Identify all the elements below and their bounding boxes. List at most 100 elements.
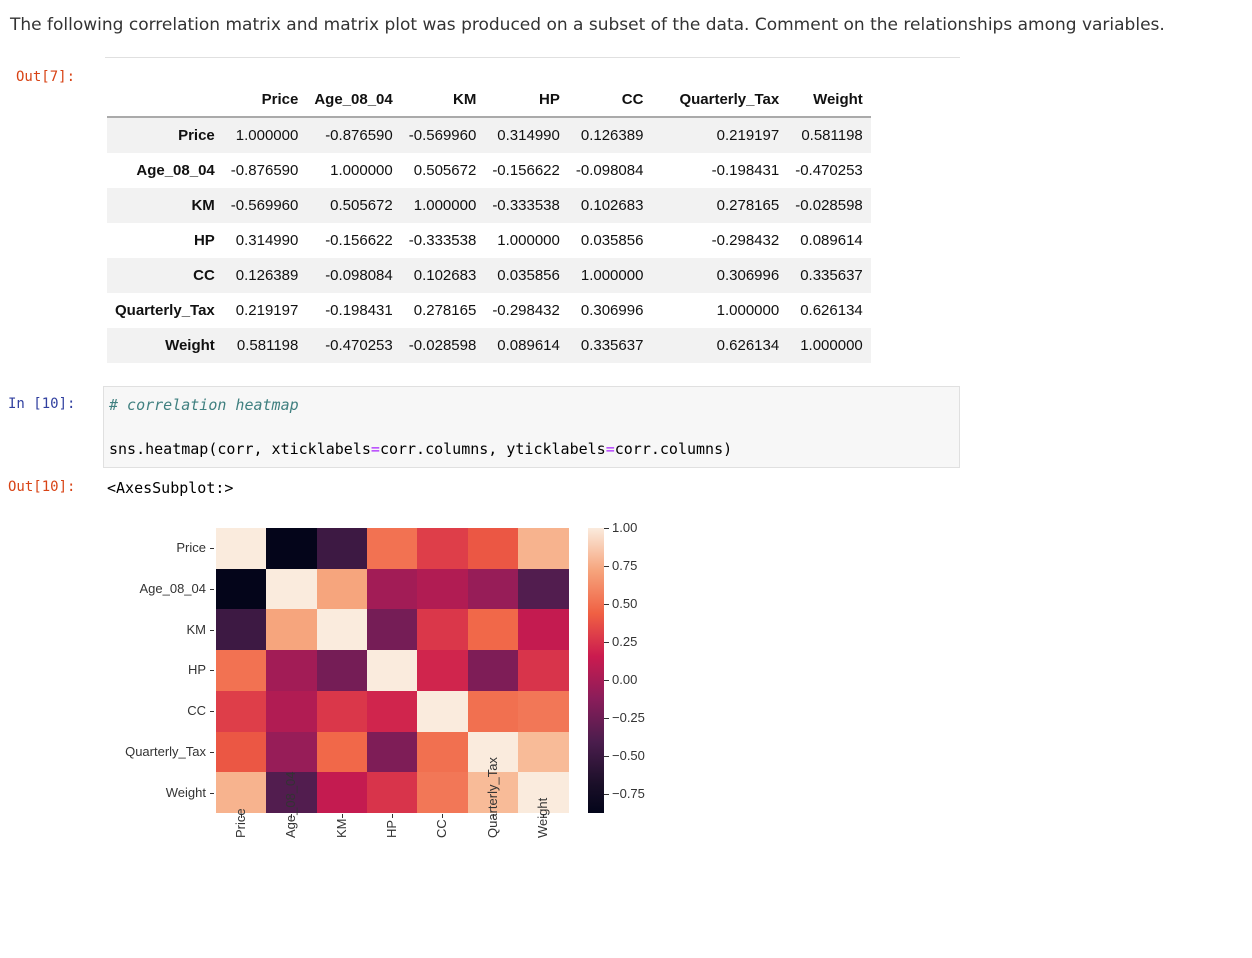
heatmap-cell (216, 731, 267, 773)
table-cell: 1.000000 (580, 267, 644, 284)
table-cell: 0.219197 (716, 127, 780, 144)
y-tick (210, 629, 214, 631)
heatmap-cell (316, 528, 368, 570)
row-label: Quarterly_Tax (115, 302, 215, 319)
heatmap-cell (517, 772, 569, 814)
table-row: KM -0.569960 0.505672 1.000000 -0.333538 0.10… (107, 188, 871, 223)
code-cell[interactable]: # correlation heatmap sns.heatmap(corr, … (103, 386, 960, 468)
table-cell: 0.314990 (497, 127, 560, 144)
column-header: Quarterly_Tax (651, 82, 788, 118)
y-tick-label: Price (176, 540, 206, 556)
column-header: Weight (787, 82, 871, 118)
colorbar-tick-label: 0.75 (612, 557, 638, 573)
heatmap-cell (467, 690, 519, 732)
x-tick-label: Price (233, 808, 249, 838)
heatmap-cell (417, 772, 468, 814)
heatmap-cell (366, 690, 418, 732)
heatmap-cell (467, 609, 519, 651)
code-part-3: corr.columns) (614, 440, 733, 458)
heatmap-cell (366, 650, 418, 692)
heatmap-cell (467, 528, 519, 570)
heatmap-cell (417, 568, 468, 610)
heatmap-cell (316, 690, 368, 732)
table-cell: -0.156622 (325, 232, 393, 249)
row-label: KM (191, 197, 215, 214)
table-cell: -0.298432 (492, 302, 560, 319)
table-cell: 0.505672 (330, 197, 393, 214)
colorbar-tick-label: 1.00 (612, 520, 638, 535)
colorbar-tick (604, 528, 609, 529)
heatmap-cell (316, 772, 368, 814)
table-cell: -0.298432 (711, 232, 780, 249)
x-tick-label: KM (333, 818, 349, 838)
out10-prompt: Out[10]: (8, 479, 76, 495)
table-cell: -0.470253 (795, 162, 863, 179)
table-cell: 0.306996 (580, 302, 644, 319)
code-eq-1: = (370, 440, 380, 458)
table-cell: -0.028598 (795, 197, 863, 214)
correlation-table: Price Age_08_04 KM HP CC Quarterly_Tax Weight … (107, 82, 871, 363)
heatmap-cell (316, 568, 368, 610)
table-row: Quarterly_Tax 0.219197 -0.198431 0.278165 -0… (107, 293, 871, 328)
table-cell: -0.098084 (325, 267, 393, 284)
table-cell: 0.626134 (716, 337, 780, 354)
row-label: CC (193, 267, 215, 284)
heatmap-cell (366, 568, 418, 610)
colorbar-tick (604, 679, 609, 681)
heatmap-cell (216, 690, 267, 732)
y-tick-label: CC (187, 703, 206, 719)
column-header: HP (484, 82, 568, 118)
y-tick-label: Weight (165, 784, 206, 800)
heatmap-cell (216, 772, 267, 814)
heatmap-cell (417, 731, 468, 773)
table-row: Price 1.000000 -0.876590 -0.569960 0.314990 0… (107, 117, 871, 153)
table-cell: 0.126389 (235, 267, 299, 284)
column-header: CC (567, 82, 652, 118)
table-row: CC 0.126389 -0.098084 0.102683 0.035856 1.000… (107, 258, 871, 293)
table-cell: 0.089614 (497, 337, 560, 354)
heatmap-cell (517, 731, 569, 773)
y-tick (210, 548, 214, 550)
x-tick-label: Quarterly_Tax (484, 756, 500, 838)
divider (105, 57, 960, 58)
table-cell: -0.569960 (408, 127, 477, 144)
heatmap-cell (366, 772, 418, 814)
colorbar-tick (604, 603, 609, 605)
table-cell: 1.000000 (800, 337, 863, 354)
table-cell: -0.333538 (492, 197, 560, 214)
heatmap-cell (266, 772, 318, 814)
y-tick-label: Age_08_04 (139, 581, 206, 597)
heatmap-cell (316, 650, 368, 692)
table-cell: -0.333538 (408, 232, 477, 249)
heatmap-cell (266, 731, 318, 773)
row-label: Price (178, 127, 215, 144)
table-cell: 0.306996 (716, 267, 780, 284)
heatmap-cell (467, 568, 519, 610)
y-tick (210, 589, 214, 591)
x-tick (442, 813, 444, 818)
heatmap-cell (417, 650, 468, 692)
heatmap-cell (316, 731, 368, 773)
colorbar-tick (604, 565, 609, 567)
heatmap-cell (266, 690, 318, 732)
output-text: <AxesSubplot:> (107, 479, 234, 497)
table-cell: -0.470253 (325, 337, 393, 354)
table-cell: -0.876590 (230, 162, 299, 179)
x-tick (241, 813, 243, 818)
y-tick (210, 792, 214, 794)
table-header-row: Price Age_08_04 KM HP CC Quarterly_Tax Weight (107, 82, 871, 118)
x-tick (291, 813, 293, 818)
heatmap-cell (266, 650, 318, 692)
heatmap-cell (366, 528, 418, 570)
y-tick-label: HP (187, 662, 206, 678)
heatmap-cell (517, 690, 569, 732)
table-cell: 0.314990 (235, 232, 299, 249)
heatmap-cell (216, 650, 267, 692)
table-cell: 0.102683 (413, 267, 477, 284)
table-cell: -0.028598 (408, 337, 477, 354)
heatmap-cell (216, 568, 267, 610)
colorbar-tick-label: 0.25 (612, 633, 638, 649)
heatmap-cell (266, 609, 318, 651)
x-tick-label: Weight (534, 797, 550, 838)
y-tick-label: KM (186, 621, 207, 637)
